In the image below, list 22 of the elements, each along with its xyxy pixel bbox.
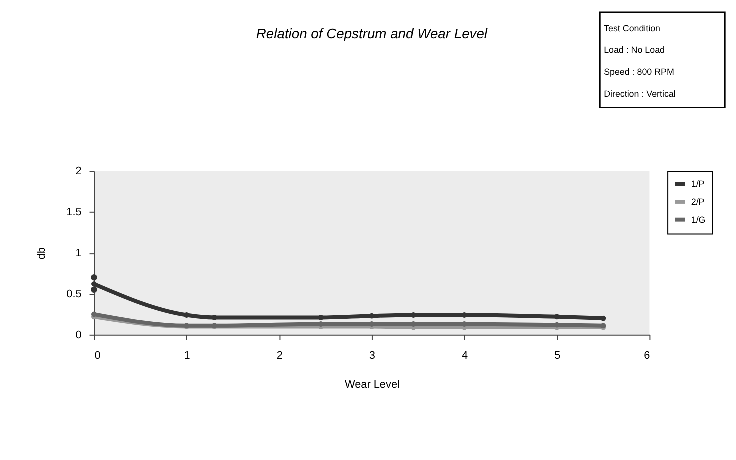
x-tick-label: 1 <box>184 350 190 362</box>
y-tick-label: 1 <box>76 248 82 260</box>
y-axis-title: db <box>36 247 48 260</box>
x-tick-label: 0 <box>94 350 101 362</box>
x-tick-label: 5 <box>554 350 561 362</box>
x-tick-label: 3 <box>369 350 376 362</box>
x-axis-title: Wear Level <box>344 378 400 391</box>
text: Load : No Load <box>604 45 666 56</box>
y-tick-label: 0 <box>76 329 82 342</box>
x-tick-label: 4 <box>462 350 468 362</box>
text: Direction : Vertical <box>604 88 676 99</box>
x-tick-label: 2 <box>276 350 283 362</box>
legend-label: 2/P <box>691 196 705 207</box>
chart-title: Relation of Cepstrum and Wear Level <box>256 26 488 42</box>
legend-label: 1/G <box>691 214 706 225</box>
y-tick-label: 1.5 <box>66 206 82 219</box>
text: Test Condition <box>604 23 661 34</box>
legend-label: 1/P <box>691 179 705 190</box>
y-tick-label: 2 <box>76 166 82 178</box>
y-tick-label: 0.5 <box>66 288 82 300</box>
text: Speed : 800 RPM <box>604 67 674 78</box>
x-tick-label: 6 <box>644 350 650 362</box>
